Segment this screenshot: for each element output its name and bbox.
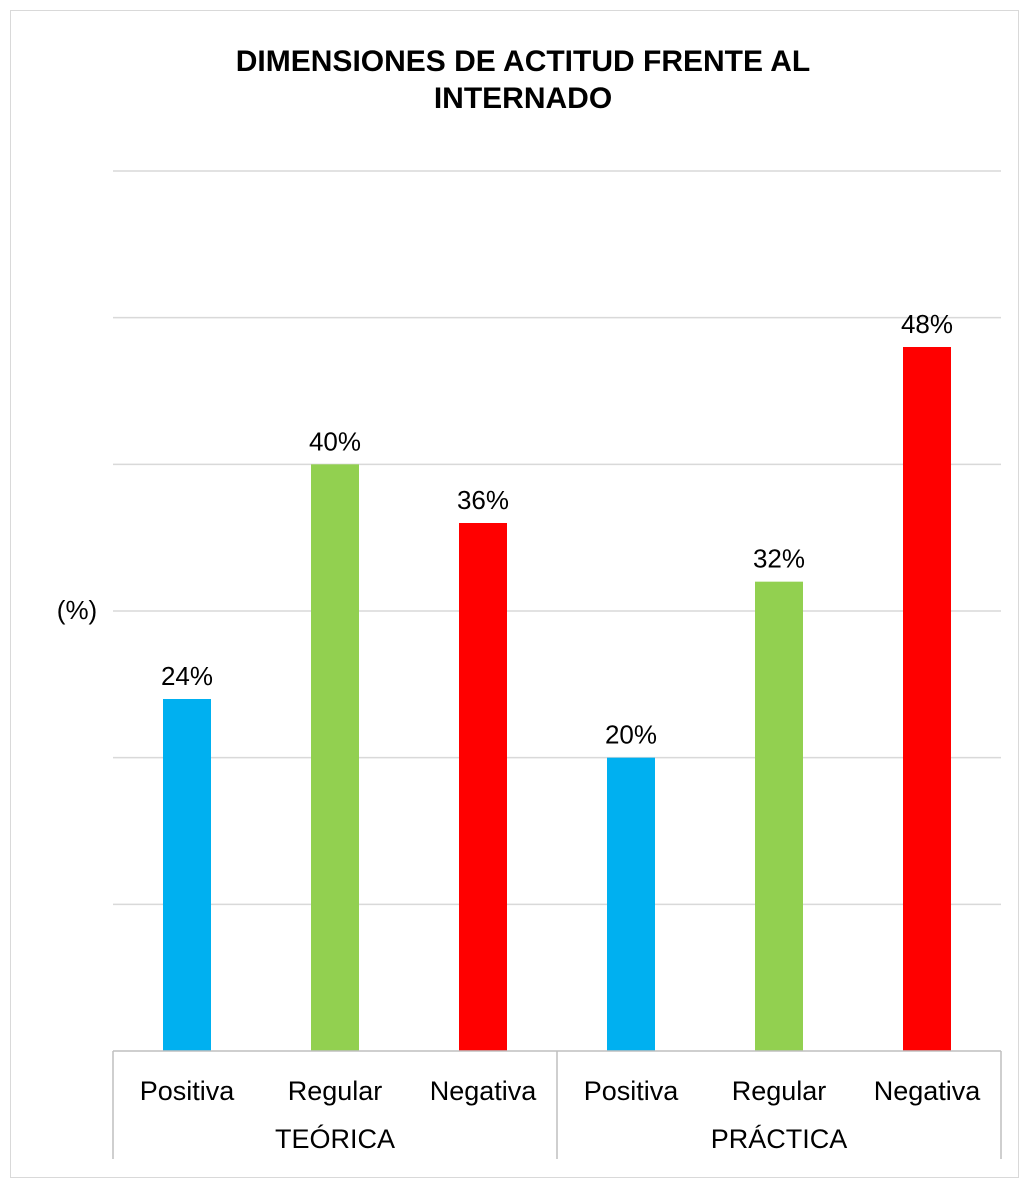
bar-practica-regular [755, 581, 803, 1051]
gridlines [113, 170, 1001, 906]
bar-teorica-positiva [163, 699, 211, 1051]
category-label-practica-positiva: Positiva [584, 1076, 680, 1106]
category-label-teorica-positiva: Positiva [140, 1076, 236, 1106]
bars [163, 347, 951, 1051]
x-axis: Positiva Regular Negativa Positiva Regular Ne… [112, 1050, 1002, 1159]
category-label-teorica-regular: Regular [288, 1076, 383, 1106]
bar-teorica-negativa [459, 523, 507, 1051]
category-label-teorica-negativa: Negativa [430, 1076, 538, 1106]
data-labels: 24% 40% 36% 20% 32% 48% [161, 309, 953, 750]
data-label-practica-regular: 32% [753, 544, 805, 574]
chart-title-line-2: INTERNADO [434, 82, 612, 115]
category-label-practica-negativa: Negativa [874, 1076, 982, 1106]
data-label-practica-positiva: 20% [605, 720, 657, 750]
group-label-teorica: TEÓRICA [275, 1123, 395, 1154]
y-axis-label: (%) [57, 595, 97, 625]
bar-teorica-regular [311, 464, 359, 1051]
bar-practica-positiva [607, 757, 655, 1051]
bar-practica-negativa [903, 347, 951, 1051]
chart-frame: DIMENSIONES DE ACTITUD FRENTE AL INTERNA… [10, 10, 1019, 1178]
chart-title-line-1: DIMENSIONES DE ACTITUD FRENTE AL [236, 45, 810, 78]
data-label-teorica-negativa: 36% [457, 485, 509, 515]
data-label-teorica-regular: 40% [309, 426, 361, 456]
group-label-practica: PRÁCTICA [711, 1124, 848, 1154]
data-label-practica-negativa: 48% [901, 309, 953, 339]
data-label-teorica-positiva: 24% [161, 661, 213, 691]
bar-chart: DIMENSIONES DE ACTITUD FRENTE AL INTERNA… [57, 45, 1002, 1159]
category-label-practica-regular: Regular [732, 1076, 827, 1106]
